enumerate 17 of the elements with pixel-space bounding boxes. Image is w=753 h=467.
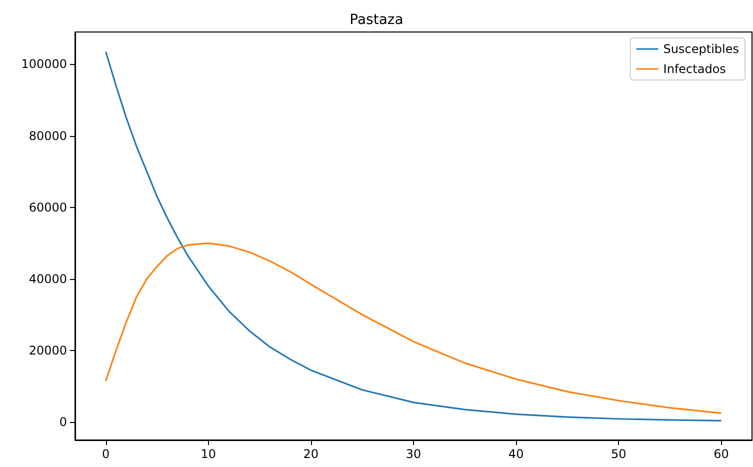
x-tick-label: 0 bbox=[102, 447, 110, 461]
chart-title: Pastaza bbox=[350, 12, 404, 28]
line-series bbox=[104, 242, 722, 414]
x-tick-label: 40 bbox=[508, 447, 524, 461]
y-tick-label: 40000 bbox=[28, 272, 67, 286]
x-tick-label: 10 bbox=[200, 447, 216, 461]
y-tick-label: 0 bbox=[59, 415, 67, 430]
y-tick-label: 60000 bbox=[28, 200, 67, 214]
x-tick-label: 30 bbox=[406, 447, 422, 461]
legend-label: Infectados bbox=[663, 62, 726, 76]
x-tick-label: 60 bbox=[714, 447, 729, 461]
x-tick-label: 20 bbox=[303, 447, 319, 461]
legend-label: Susceptibles bbox=[663, 42, 740, 56]
y-tick-label: 20000 bbox=[28, 344, 67, 358]
y-tick-label: 100000 bbox=[21, 57, 67, 72]
x-tick-label: 50 bbox=[611, 447, 626, 461]
y-tick-label: 80000 bbox=[28, 128, 67, 143]
